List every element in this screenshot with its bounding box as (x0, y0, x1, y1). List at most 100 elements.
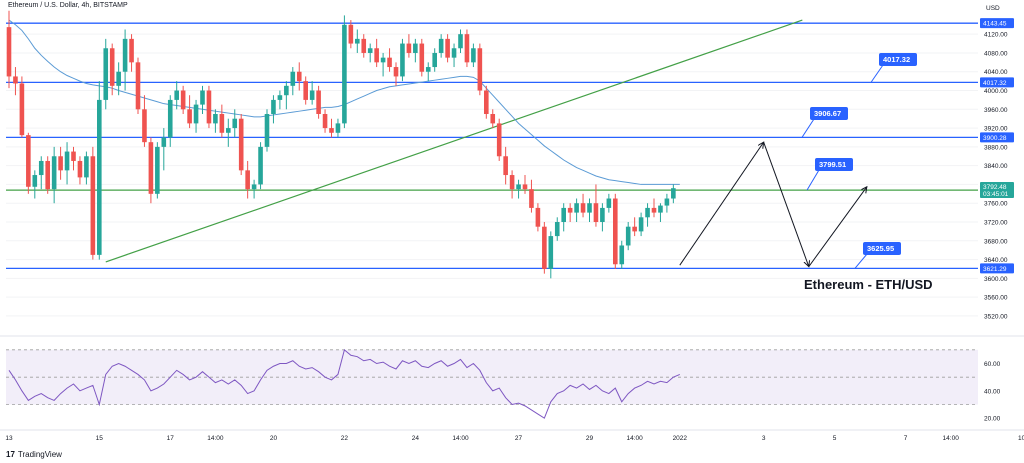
candle-body (425, 67, 431, 72)
price-tick-label: 3560.00 (984, 295, 1008, 302)
price-tick-label: 3880.00 (984, 144, 1008, 151)
price-tick-label: 4000.00 (984, 88, 1008, 95)
trendline (105, 19, 803, 263)
tradingview-brand[interactable]: 17 TradingView (6, 450, 62, 459)
candle-body (155, 146, 160, 194)
callout-badge (815, 158, 853, 171)
price-tick-label: 3640.00 (984, 257, 1008, 264)
time-tick-label: 17 (167, 435, 175, 442)
time-tick-label: 3 (762, 435, 766, 442)
candle-body (393, 67, 399, 77)
candle-body (432, 52, 437, 68)
time-tick-label: 27 (515, 435, 523, 442)
candle-body (264, 114, 270, 147)
time-tick-label: 2022 (673, 435, 688, 442)
price-tick-label: 3600.00 (984, 276, 1008, 283)
candle-body (438, 38, 444, 53)
candle-body (380, 57, 386, 63)
candle-body (161, 137, 167, 147)
time-tick-label: 15 (96, 435, 104, 442)
time-tick-label: 22 (341, 435, 349, 442)
candle-body (129, 38, 134, 63)
candle-body (122, 38, 128, 72)
candle-body (613, 198, 618, 265)
candle-body (561, 207, 566, 222)
candle-body (258, 146, 263, 185)
candle-body (142, 109, 147, 143)
candle-body (445, 38, 450, 58)
trendline-segment (105, 19, 803, 263)
time-tick-label: 14:00 (627, 435, 644, 442)
candle-body (251, 184, 257, 190)
candle-body (58, 156, 63, 171)
price-tick-label: 4040.00 (984, 69, 1008, 76)
price-axis[interactable]: USD 4120.00 4080.00 4040.00 4000.00 3960.00 39… (978, 0, 1024, 463)
symbol-header[interactable]: Ethereum / U.S. Dollar, 4h, BITSTAMP (8, 2, 128, 9)
callout-leader (870, 64, 884, 83)
time-tick-label: 14:00 (207, 435, 224, 442)
level-axis-tag-text: 3621.29 (983, 266, 1007, 273)
candle-body (509, 175, 515, 190)
candle-body (329, 128, 334, 133)
candle-body (200, 90, 205, 105)
time-tick-label: 10 (1018, 435, 1024, 442)
rsi-line (8, 348, 680, 419)
candle-body (51, 156, 57, 190)
countdown-text: 03:45:01 (983, 191, 1009, 198)
projection-path (679, 142, 867, 266)
candle-body (387, 57, 392, 68)
candle-body (109, 48, 115, 86)
candle-body (658, 205, 663, 213)
candle-body (625, 226, 631, 246)
candle-body (296, 71, 302, 82)
candle-body (484, 90, 489, 114)
candle-body (664, 198, 670, 206)
candle-body (632, 226, 637, 232)
candle-body (638, 217, 644, 232)
level-axis-tag (980, 132, 1014, 143)
price-tick-label: 3920.00 (984, 126, 1008, 133)
candle-body (26, 135, 31, 187)
candle-body (322, 114, 328, 129)
candle-body (77, 160, 83, 178)
time-tick-label: 29 (586, 435, 594, 442)
candle-body (116, 71, 121, 86)
candle-body (206, 90, 212, 124)
candle-body (529, 189, 534, 208)
candle-body (90, 156, 96, 255)
candle-body (355, 38, 360, 44)
time-tick-label: 14:00 (452, 435, 469, 442)
candle-body (180, 90, 186, 110)
candle-body (226, 128, 231, 133)
level-axis-tag (980, 263, 1014, 274)
candle-body (13, 76, 18, 84)
callout-leader (801, 118, 815, 138)
candle-body (458, 34, 463, 49)
callout-badge (863, 242, 901, 255)
level-axis-tag-text: 4017.32 (983, 80, 1007, 87)
callout-text: 3625.95 (867, 244, 894, 253)
price-tick-label: 3720.00 (984, 220, 1008, 227)
candle-body (19, 83, 25, 136)
candle-body (309, 90, 315, 100)
candle-body (503, 156, 508, 176)
candle-body (606, 198, 612, 208)
candle-body (38, 160, 44, 176)
price-axis-unit: USD (986, 5, 1000, 12)
candle-body (187, 109, 192, 124)
time-axis[interactable]: 13 15 17 14:00 20 22 24 14:00 27 29 14:00 2022 3 5 7 14… (0, 429, 1024, 442)
time-tick-label: 24 (412, 435, 420, 442)
candle-body (548, 236, 554, 269)
price-axis-background (978, 0, 1024, 463)
candle-body (496, 123, 502, 157)
price-tick-label: 3760.00 (984, 201, 1008, 208)
candle-body (45, 160, 50, 190)
candles (6, 10, 676, 279)
level-axis-tag (980, 18, 1014, 29)
candle-body (71, 151, 76, 161)
candle-body (84, 156, 89, 178)
current-price-text: 3792.48 (983, 184, 1007, 191)
price-tick-label: 4080.00 (984, 50, 1008, 57)
time-tick-label: 13 (5, 435, 13, 442)
